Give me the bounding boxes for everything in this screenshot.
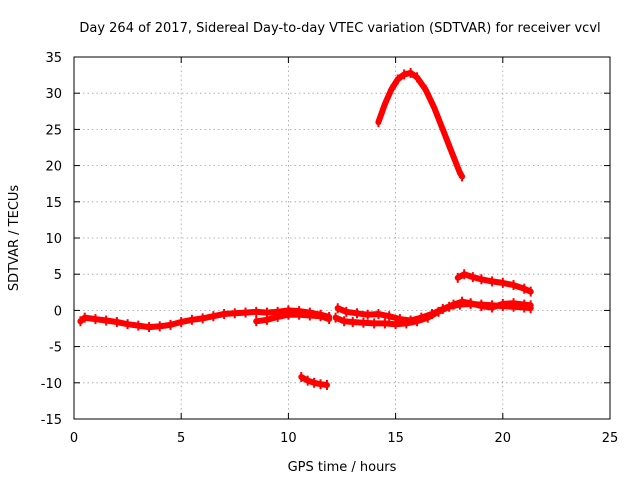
data-marks <box>77 67 534 390</box>
x-tick-label: 10 <box>280 431 297 446</box>
y-tick-label: 15 <box>45 196 62 211</box>
grid-lines <box>74 57 610 419</box>
x-tick-label: 20 <box>495 431 512 446</box>
series-line-5 <box>334 298 534 324</box>
y-tick-label: 20 <box>45 160 62 175</box>
y-tick-label: 35 <box>45 51 62 66</box>
axis-ticks: 0 5 10 15 20 25 -15 -10 -5 0 5 10 15 20 25 30 35 <box>41 51 619 446</box>
y-tick-label: -5 <box>49 341 62 356</box>
series-line-2 <box>253 311 333 325</box>
x-axis-label: GPS time / hours <box>288 460 397 475</box>
y-tick-label: 5 <box>54 268 62 283</box>
y-tick-label: 0 <box>54 304 62 319</box>
y-axis-label: SDTVAR / TECUs <box>7 185 22 292</box>
y-tick-label: 30 <box>45 87 62 102</box>
chart-title: Day 264 of 2017, Sidereal Day-to-day VTE… <box>79 21 600 36</box>
y-tick-label: -10 <box>41 377 62 392</box>
y-tick-label: 25 <box>45 123 62 138</box>
x-tick-label: 0 <box>70 431 78 446</box>
y-tick-label: -15 <box>41 413 62 428</box>
series-line-7 <box>454 271 534 295</box>
y-tick-label: 10 <box>45 232 62 247</box>
x-tick-label: 15 <box>387 431 404 446</box>
x-tick-label: 25 <box>602 431 619 446</box>
x-tick-label: 5 <box>177 431 185 446</box>
